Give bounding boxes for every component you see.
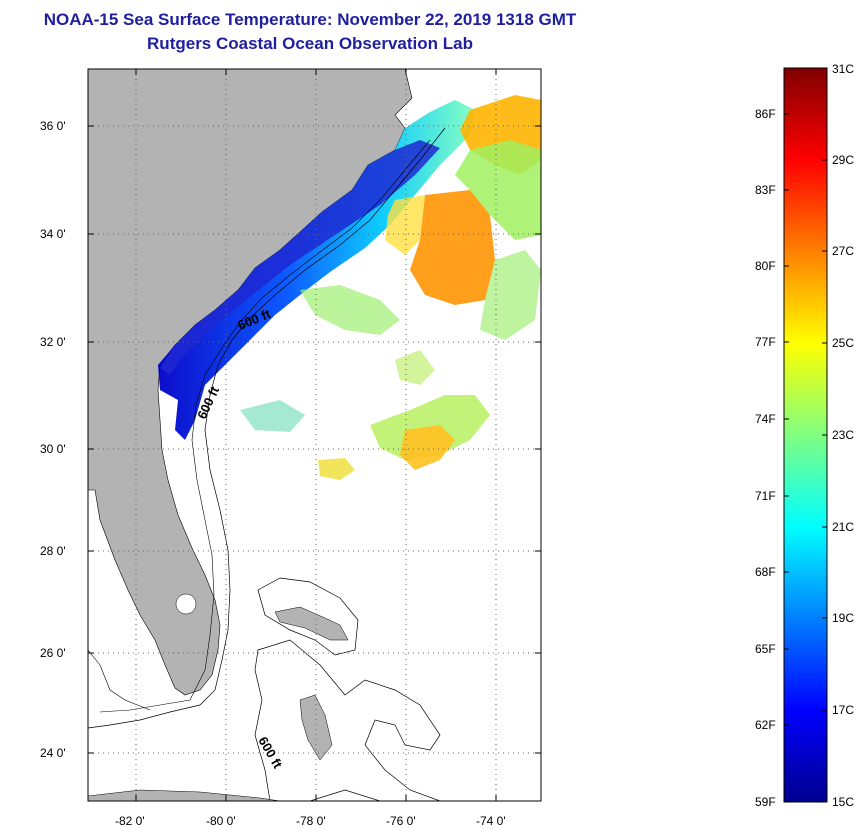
map-ticks <box>88 69 541 801</box>
sst-cold-inner <box>160 140 440 375</box>
cb-c-25: 25C <box>832 336 855 350</box>
lon-label-80: -80 0' <box>206 814 236 828</box>
cb-c-23: 23C <box>832 428 855 442</box>
cb-f-62: 62F <box>755 718 776 732</box>
lat-label-28: 28 0' <box>40 544 66 558</box>
map-frame <box>87 68 542 802</box>
lon-label-78: -78 0' <box>296 814 326 828</box>
sst-green-patch-center <box>300 285 400 335</box>
cb-f-71: 71F <box>755 489 776 503</box>
cb-c-31: 31C <box>832 62 855 76</box>
cb-f-68: 68F <box>755 565 776 579</box>
lat-label-30: 30 0' <box>40 442 66 456</box>
cb-c-27: 27C <box>832 244 855 258</box>
land-bahamas-grand <box>274 606 349 641</box>
land-bahamas-andros <box>299 694 333 761</box>
sst-south-warm <box>400 425 455 470</box>
lake-okeechobee <box>175 593 197 615</box>
sst-south-yellow <box>318 458 355 480</box>
lat-label-32: 32 0' <box>40 335 66 349</box>
cb-c-29: 29C <box>832 153 855 167</box>
lon-label-74: -74 0' <box>476 814 506 828</box>
map-title: NOAA-15 Sea Surface Temperature: Novembe… <box>43 10 577 29</box>
sst-patch-sw <box>240 400 305 432</box>
cb-f-59: 59F <box>755 795 776 809</box>
sst-yellow-patch <box>385 195 425 255</box>
lat-label-26: 26 0' <box>40 646 66 660</box>
cb-c-17: 17C <box>832 703 855 717</box>
colorbar <box>783 67 828 803</box>
sst-patch-mid <box>395 350 435 385</box>
cb-f-74: 74F <box>755 412 776 426</box>
sst-warm-patch <box>410 190 495 305</box>
lon-label-82: -82 0' <box>115 814 145 828</box>
contour-inshore <box>88 649 151 711</box>
sst-green-patch-east <box>480 250 541 340</box>
lat-label-24: 24 0' <box>40 746 66 760</box>
cb-f-65: 65F <box>755 642 776 656</box>
contour-shelf <box>99 139 431 713</box>
map-grid <box>88 69 541 801</box>
cb-f-83: 83F <box>755 183 776 197</box>
cb-c-21: 21C <box>832 520 855 534</box>
cb-f-86: 86F <box>755 107 776 121</box>
map-subtitle: Rutgers Coastal Ocean Observation Lab <box>147 34 473 53</box>
lon-label-76: -76 0' <box>386 814 416 828</box>
cb-c-15: 15C <box>832 795 855 809</box>
cb-f-77: 77F <box>755 335 776 349</box>
bahamas-bank-contour <box>254 577 441 801</box>
sst-green-patch-ne <box>455 140 541 240</box>
lat-label-36: 36 0' <box>40 119 66 133</box>
cb-c-19: 19C <box>832 611 855 625</box>
cb-f-80: 80F <box>755 259 776 273</box>
contour-600ft <box>88 127 446 729</box>
lat-label-34: 34 0' <box>40 227 66 241</box>
colorbar-ticks <box>784 113 827 726</box>
